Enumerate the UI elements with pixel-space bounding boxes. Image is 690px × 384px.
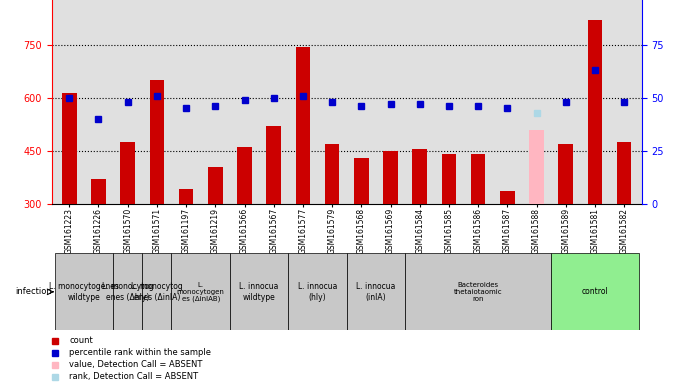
Bar (558, 144, 573, 204)
Text: value, Detection Call = ABSENT: value, Detection Call = ABSENT (69, 361, 202, 369)
Text: Bacteroides
thetaiotaomic
ron: Bacteroides thetaiotaomic ron (454, 282, 502, 302)
Bar (91, 179, 106, 204)
Bar (230, 253, 288, 330)
Bar (354, 158, 368, 204)
Bar (413, 149, 427, 204)
Bar (55, 253, 113, 330)
Bar (500, 191, 515, 204)
Bar (237, 147, 252, 204)
Text: L. innocua
(hly): L. innocua (hly) (298, 282, 337, 301)
Bar (471, 154, 486, 204)
Text: L. monocytogenes
wildtype: L. monocytogenes wildtype (49, 282, 119, 301)
Bar (295, 47, 310, 204)
Bar (62, 93, 77, 204)
Text: infection: infection (16, 287, 52, 296)
Bar (150, 80, 164, 204)
Bar (529, 129, 544, 204)
Bar (617, 142, 631, 204)
Text: count: count (69, 336, 92, 346)
Bar (266, 126, 281, 204)
Text: L. monocytog
enes (Δhly): L. monocytog enes (Δhly) (102, 282, 154, 301)
Bar (325, 144, 339, 204)
Bar (120, 142, 135, 204)
Bar (551, 253, 639, 330)
Text: L. innocua
wildtype: L. innocua wildtype (239, 282, 279, 301)
Bar (179, 189, 193, 204)
Bar (172, 253, 230, 330)
Bar (405, 253, 551, 330)
Text: control: control (582, 287, 609, 296)
Text: L.
monocytogen
es (ΔinlAB): L. monocytogen es (ΔinlAB) (177, 281, 225, 302)
Bar (208, 167, 223, 204)
Bar (442, 154, 456, 204)
Bar (288, 253, 346, 330)
Bar (383, 151, 398, 204)
Bar (588, 20, 602, 204)
Text: L. monocytog
enes (ΔinlA): L. monocytog enes (ΔinlA) (131, 282, 183, 301)
Text: rank, Detection Call = ABSENT: rank, Detection Call = ABSENT (69, 372, 198, 381)
Bar (346, 253, 405, 330)
Text: percentile rank within the sample: percentile rank within the sample (69, 348, 211, 358)
Bar (113, 253, 142, 330)
Text: L. innocua
(inlA): L. innocua (inlA) (356, 282, 395, 301)
Bar (142, 253, 172, 330)
